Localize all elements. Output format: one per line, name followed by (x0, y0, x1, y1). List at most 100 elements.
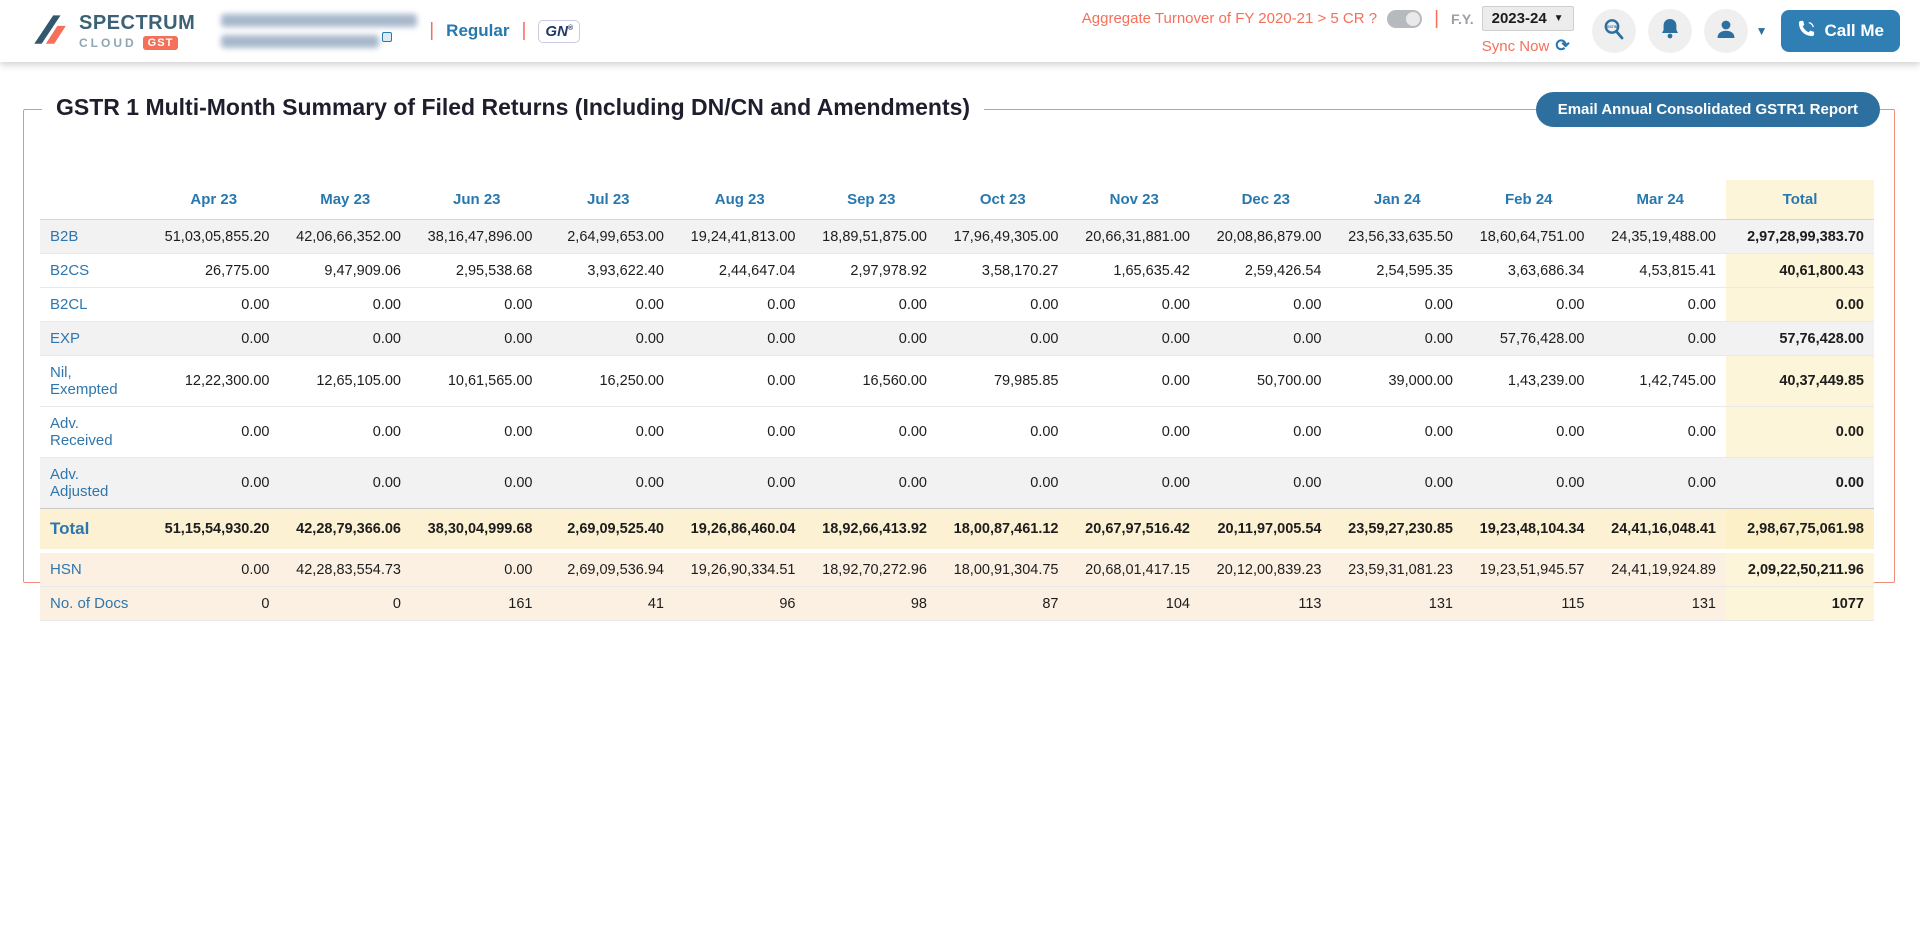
cell: 3,63,686.34 (1463, 254, 1595, 288)
cell: 0.00 (1332, 288, 1464, 322)
cell: 20,66,31,881.00 (1069, 220, 1201, 254)
row-total-cell: 40,61,800.43 (1726, 254, 1874, 288)
cell: 0.00 (1069, 458, 1201, 509)
brand-sub: CLOUD (79, 36, 137, 50)
cell: 0 (148, 587, 280, 621)
email-annual-report-button[interactable]: Email Annual Consolidated GSTR1 Report (1536, 92, 1880, 127)
cell: 0.00 (1332, 458, 1464, 509)
cell: 0.00 (1332, 407, 1464, 458)
call-me-label: Call Me (1824, 21, 1884, 41)
sync-now-button[interactable]: Sync Now ⟳ (1482, 36, 1570, 56)
cell: 24,35,19,488.00 (1595, 220, 1727, 254)
fy-selected-value: 2023-24 (1492, 10, 1547, 27)
cell: 10,61,565.00 (411, 356, 543, 407)
cell: 87 (937, 587, 1069, 621)
logo-mark-icon (28, 8, 70, 55)
cell: 131 (1332, 587, 1464, 621)
cell: 1,42,745.00 (1595, 356, 1727, 407)
table-header-row: Apr 23May 23Jun 23Jul 23Aug 23Sep 23Oct … (40, 180, 1874, 220)
cell: 2,69,09,525.40 (543, 509, 675, 552)
col-header: Nov 23 (1069, 180, 1201, 220)
cell: 12,22,300.00 (148, 356, 280, 407)
table-row: HSN0.0042,28,83,554.730.002,69,09,536.94… (40, 551, 1874, 587)
cell: 38,30,04,999.68 (411, 509, 543, 552)
cell: 0.00 (280, 322, 412, 356)
col-header: Sep 23 (806, 180, 938, 220)
cell: 24,41,19,924.89 (1595, 551, 1727, 587)
search-gstin-icon: GSTIN (1602, 17, 1626, 46)
cell: 0.00 (411, 288, 543, 322)
row-label: B2CS (40, 254, 148, 288)
col-header: Oct 23 (937, 180, 1069, 220)
col-header: Aug 23 (674, 180, 806, 220)
cell: 18,89,51,875.00 (806, 220, 938, 254)
cell: 0.00 (1463, 458, 1595, 509)
col-header: Apr 23 (148, 180, 280, 220)
cell: 0.00 (1332, 322, 1464, 356)
cell: 0.00 (806, 288, 938, 322)
cell: 42,06,66,352.00 (280, 220, 412, 254)
col-header: Mar 24 (1595, 180, 1727, 220)
cell: 0.00 (937, 458, 1069, 509)
cell: 26,775.00 (148, 254, 280, 288)
copy-gstin-icon[interactable] (382, 32, 392, 42)
cell: 0.00 (674, 322, 806, 356)
cell: 98 (806, 587, 938, 621)
user-icon (1714, 17, 1738, 46)
table-row: B2CS26,775.009,47,909.062,95,538.683,93,… (40, 254, 1874, 288)
cell: 0.00 (148, 551, 280, 587)
cell: 0.00 (1595, 458, 1727, 509)
sync-now-label: Sync Now (1482, 38, 1550, 55)
cell: 18,92,66,413.92 (806, 509, 938, 552)
app-logo[interactable]: SPECTRUM CLOUD GST (28, 8, 195, 55)
row-label: HSN (40, 551, 148, 587)
gstn-logo: GN® (538, 20, 580, 43)
cell: 0.00 (1069, 407, 1201, 458)
cell: 0.00 (280, 288, 412, 322)
row-label: B2B (40, 220, 148, 254)
cell: 0.00 (806, 458, 938, 509)
cell: 19,23,51,945.57 (1463, 551, 1595, 587)
call-me-button[interactable]: Call Me (1781, 10, 1900, 52)
cell: 51,15,54,930.20 (148, 509, 280, 552)
row-label: Total (40, 509, 148, 552)
cell: 23,56,33,635.50 (1332, 220, 1464, 254)
gstin-redacted (221, 35, 379, 48)
cell: 1,65,635.42 (1069, 254, 1201, 288)
col-header: Dec 23 (1200, 180, 1332, 220)
cell: 0.00 (937, 288, 1069, 322)
aggregate-turnover-question: Aggregate Turnover of FY 2020-21 > 5 CR … (1082, 10, 1377, 27)
cell: 0.00 (411, 407, 543, 458)
cell: 18,60,64,751.00 (1463, 220, 1595, 254)
cell: 0.00 (1200, 322, 1332, 356)
cell: 0.00 (148, 288, 280, 322)
user-chevron-down-icon[interactable]: ▼ (1756, 24, 1768, 38)
cell: 1,43,239.00 (1463, 356, 1595, 407)
row-total-cell: 0.00 (1726, 288, 1874, 322)
cell: 0.00 (411, 458, 543, 509)
cell: 57,76,428.00 (1463, 322, 1595, 356)
cell: 50,700.00 (1200, 356, 1332, 407)
turnover-toggle[interactable] (1387, 10, 1422, 28)
cell: 9,47,909.06 (280, 254, 412, 288)
search-gstin-button[interactable]: GSTIN (1592, 9, 1636, 53)
fy-select[interactable]: 2023-24 ▼ (1482, 6, 1574, 31)
row-label-header (40, 180, 148, 220)
gstr1-summary-table: Apr 23May 23Jun 23Jul 23Aug 23Sep 23Oct … (40, 180, 1874, 621)
cell: 0.00 (148, 407, 280, 458)
cell: 2,64,99,653.00 (543, 220, 675, 254)
row-total-cell: 2,98,67,75,061.98 (1726, 509, 1874, 552)
cell: 96 (674, 587, 806, 621)
col-header: Feb 24 (1463, 180, 1595, 220)
cell: 0.00 (674, 407, 806, 458)
row-total-cell: 2,09,22,50,211.96 (1726, 551, 1874, 587)
chevron-down-icon: ▼ (1554, 13, 1564, 24)
cell: 0.00 (543, 322, 675, 356)
cell: 38,16,47,896.00 (411, 220, 543, 254)
cell: 20,67,97,516.42 (1069, 509, 1201, 552)
notifications-button[interactable] (1648, 9, 1692, 53)
cell: 2,44,647.04 (674, 254, 806, 288)
cell: 23,59,31,081.23 (1332, 551, 1464, 587)
user-menu-button[interactable] (1704, 9, 1748, 53)
cell: 79,985.85 (937, 356, 1069, 407)
